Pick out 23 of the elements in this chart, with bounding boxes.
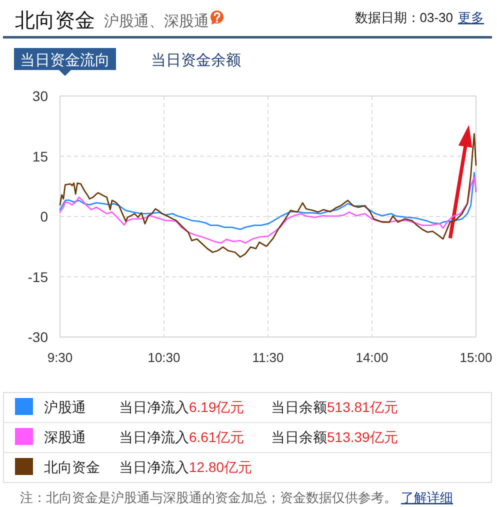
- y-tick-label: 15: [32, 148, 48, 164]
- legend-label: 北向资金: [44, 459, 100, 475]
- legend-label: 深股通: [44, 429, 86, 445]
- x-tick-label: 14:00: [356, 350, 388, 365]
- x-tick-label: 9:30: [47, 350, 73, 365]
- text: 当日余额513.39亿元: [271, 429, 398, 445]
- y-tick-label: 30: [32, 88, 48, 104]
- legend-label: 沪股通: [44, 399, 86, 415]
- chart-subtitle: 沪股通、深股通: [104, 13, 209, 30]
- x-tick-label: 15:00: [460, 350, 492, 365]
- x-tick-label: 11:30: [252, 350, 284, 365]
- text: 当日净流入12.80亿元: [119, 459, 252, 475]
- text: 当日净流入6.19亿元: [119, 399, 244, 415]
- text: 当日余额513.81亿元: [271, 399, 398, 415]
- x-tick-label: 10:30: [148, 350, 180, 365]
- text: 了解详细: [401, 490, 453, 505]
- header: 北向资金 沪股通、深股通 数据日期：03-30 更多: [3, 10, 492, 38]
- y-tick-label: -30: [28, 329, 48, 345]
- text: 注：北向资金是沪股通与深股通的资金加总；资金数据仅供参考。: [20, 490, 397, 505]
- text: 当日净流入6.61亿元: [119, 429, 244, 445]
- chart-title: 北向资金: [15, 10, 95, 32]
- y-tick-label: -15: [28, 268, 48, 285]
- y-tick-label: 0: [40, 208, 48, 224]
